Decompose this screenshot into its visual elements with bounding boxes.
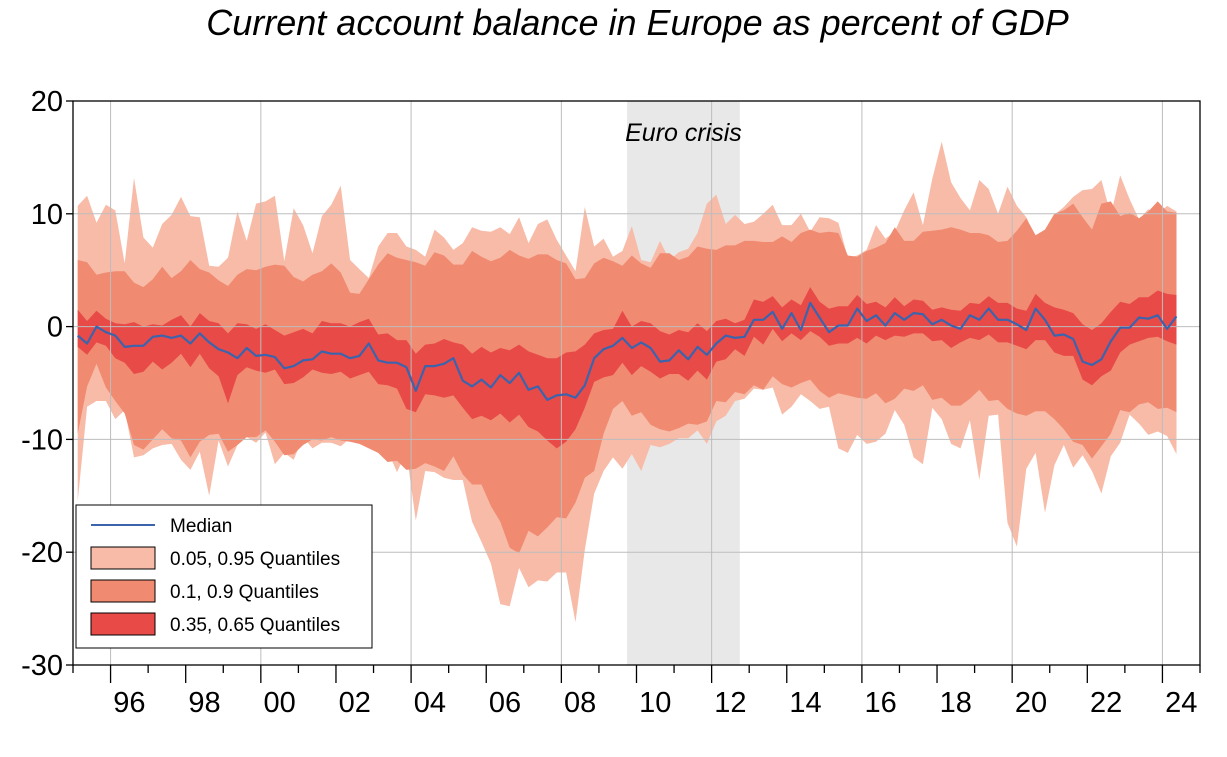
y-tick-label: -20 <box>21 537 63 569</box>
legend-swatch-band <box>90 579 156 603</box>
legend: Median 0.05, 0.95 Quantiles 0.1, 0.9 Quant… <box>75 504 373 649</box>
x-tick-label: 14 <box>789 687 821 719</box>
chart-title: Current account balance in Europe as per… <box>206 2 1069 43</box>
x-tick-label: 10 <box>639 687 671 719</box>
x-tick-label: 02 <box>339 687 371 719</box>
y-tick-label: 20 <box>31 86 63 118</box>
x-tick-label: 96 <box>113 687 145 719</box>
y-tick-label: 10 <box>31 199 63 231</box>
x-tick-label: 04 <box>414 687 446 719</box>
x-tick-label: 08 <box>564 687 596 719</box>
x-tick-label: 18 <box>940 687 972 719</box>
legend-swatch-band <box>90 546 156 570</box>
median-line <box>76 301 1178 401</box>
legend-label: 0.05, 0.95 Quantiles <box>170 549 340 570</box>
x-tick-label: 22 <box>1090 687 1122 719</box>
legend-label: Median <box>170 516 232 537</box>
y-tick-label: -10 <box>21 424 63 456</box>
x-tick-label: 98 <box>188 687 220 719</box>
x-tick-label: 24 <box>1165 687 1197 719</box>
x-tick-label: 20 <box>1015 687 1047 719</box>
x-tick-label: 16 <box>865 687 897 719</box>
legend-swatch-band <box>90 612 156 636</box>
y-tick-label: -30 <box>21 650 63 682</box>
band-q10-q90 <box>77 201 1177 554</box>
x-tick-label: 06 <box>489 687 521 719</box>
y-tick-label: 0 <box>47 312 63 344</box>
x-tick-label: 00 <box>263 687 295 719</box>
legend-label: 0.1, 0.9 Quantiles <box>170 582 319 603</box>
legend-label: 0.35, 0.65 Quantiles <box>170 615 340 636</box>
euro-crisis-label: Euro crisis <box>625 119 742 147</box>
x-tick-label: 12 <box>714 687 746 719</box>
band-q35-q65 <box>77 287 1177 449</box>
